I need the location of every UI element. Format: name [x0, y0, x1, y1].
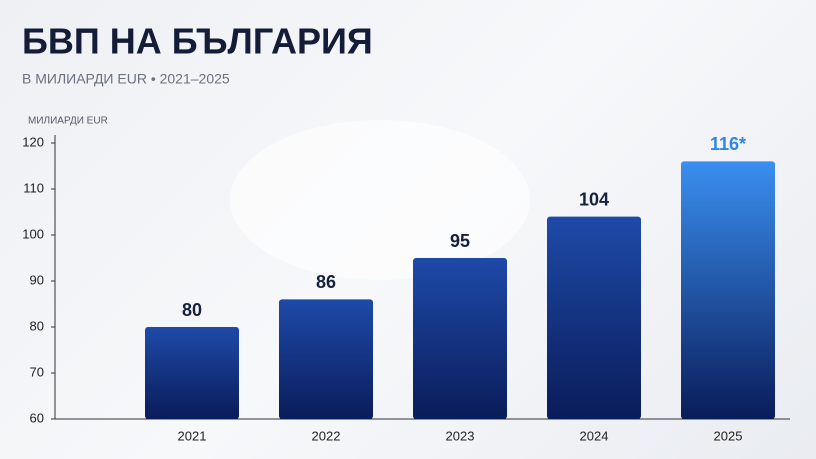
- y-tick-label: 100: [22, 226, 44, 241]
- y-tick-label: 110: [23, 180, 44, 195]
- x-tick-label: 2021: [178, 428, 207, 443]
- chart-subtitle: В МИЛИАРДИ EUR • 2021–2025: [22, 71, 230, 87]
- y-tick-label: 70: [30, 364, 44, 379]
- bar: [681, 161, 775, 419]
- y-tick-label: 80: [30, 318, 44, 333]
- bar: [279, 299, 373, 419]
- chart-title: БВП НА БЪЛГАРИЯ: [22, 21, 373, 62]
- y-tick-label: 90: [30, 272, 44, 287]
- bar: [547, 216, 641, 419]
- value-label: 116*: [710, 134, 746, 154]
- x-tick-label: 2024: [580, 428, 609, 443]
- value-label: 95: [450, 231, 470, 251]
- bar: [413, 258, 507, 419]
- x-tick-label: 2025: [714, 428, 743, 443]
- y-axis-label: МИЛИАРДИ EUR: [28, 116, 108, 127]
- x-tick-label: 2023: [446, 428, 475, 443]
- value-label: 80: [182, 300, 202, 320]
- x-tick-label: 2022: [312, 428, 341, 443]
- map-silhouette: [230, 120, 530, 280]
- bar: [145, 327, 239, 419]
- y-tick-label: 60: [30, 410, 44, 425]
- y-tick-label: 120: [22, 134, 44, 149]
- value-label: 104: [579, 189, 609, 209]
- value-label: 86: [316, 272, 336, 292]
